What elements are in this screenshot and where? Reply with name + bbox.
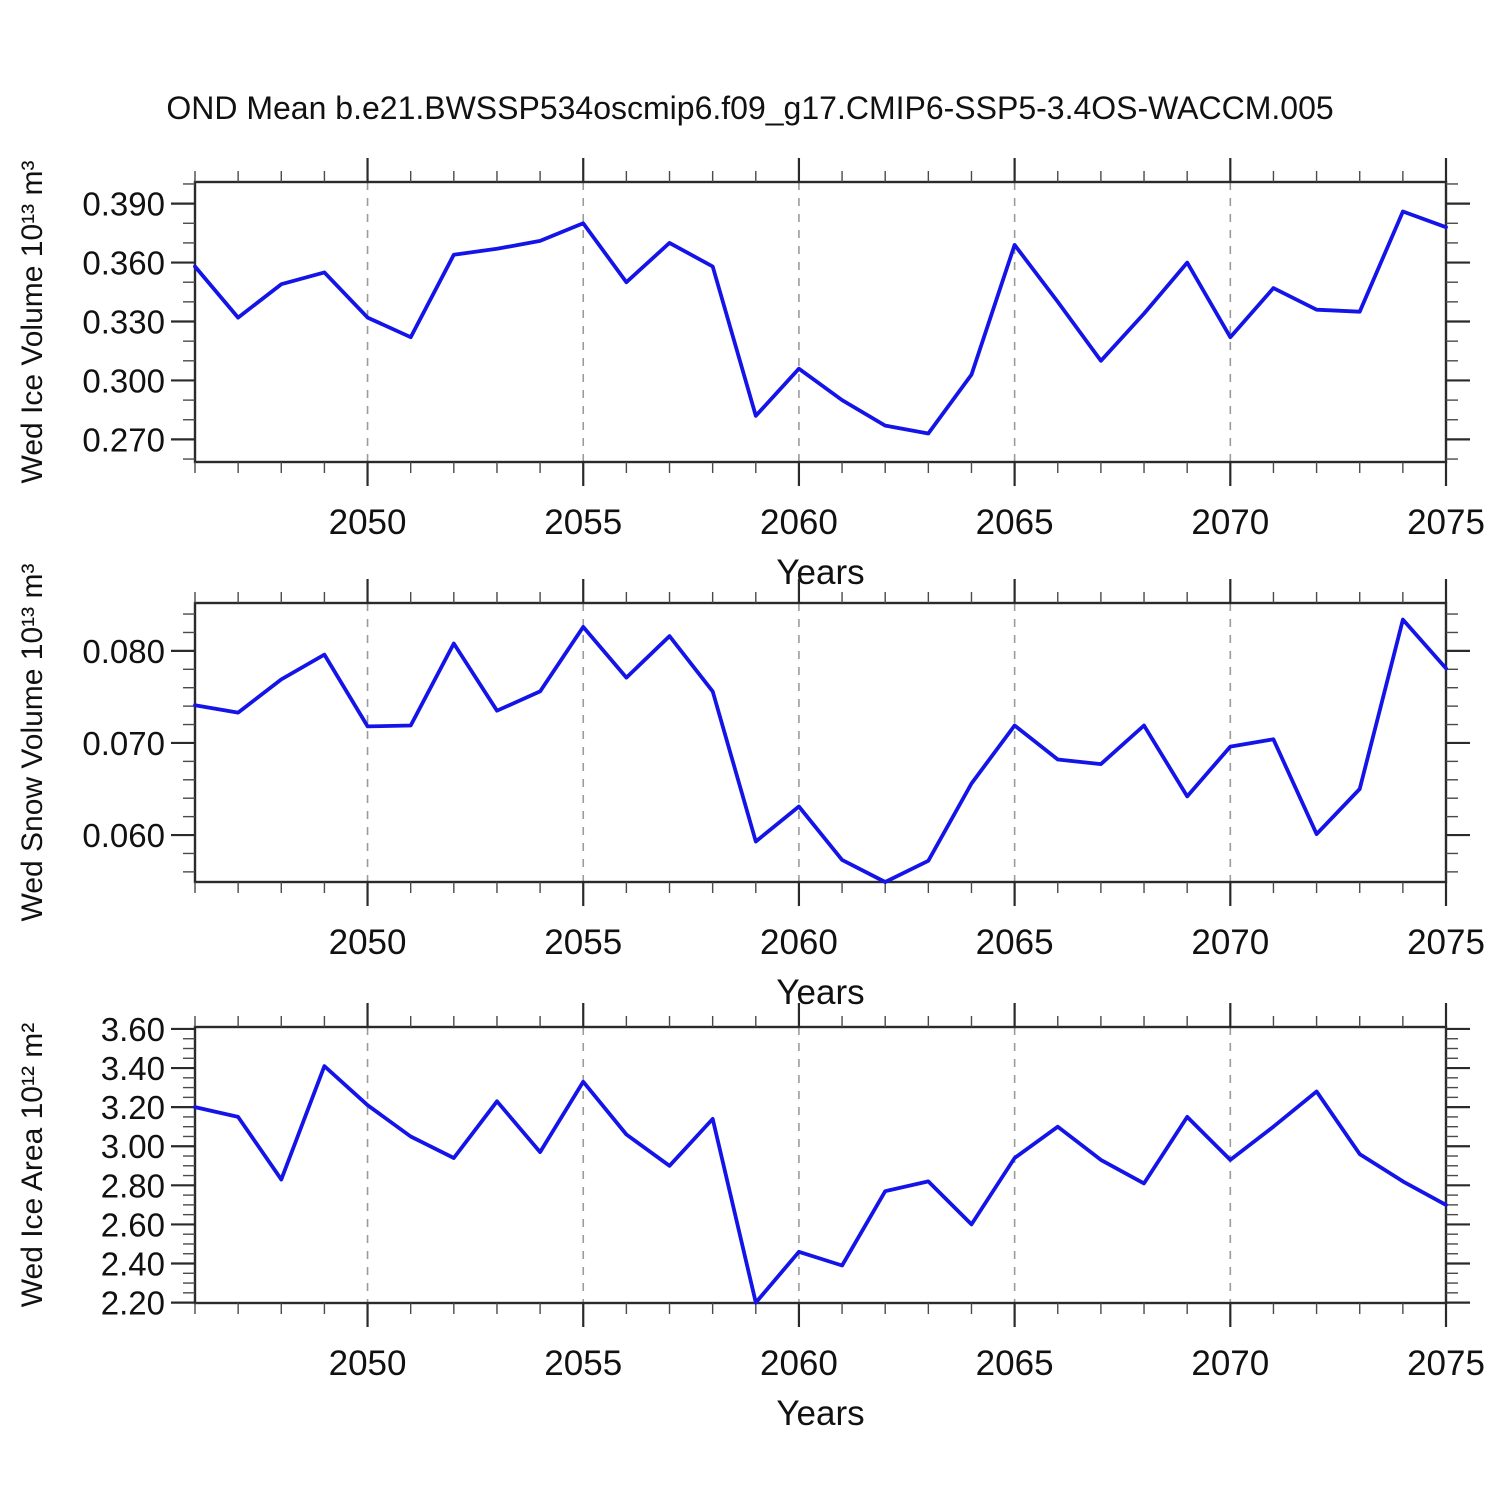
- x-tick-label: 2075: [1407, 1344, 1485, 1383]
- y-tick-label: 0.270: [82, 421, 165, 458]
- x-axis-title: Years: [776, 973, 864, 1012]
- y-tick-label: 0.330: [82, 304, 165, 341]
- wed-snow-volume-chart: 2050 2055 2060 2065 2070 2075 0.060 0.070 0.080 Y…: [16, 564, 1485, 1012]
- x-tick-label: 2055: [544, 923, 622, 962]
- y-tick-label: 2.20: [101, 1285, 165, 1322]
- x-tick-label: 2060: [760, 1344, 838, 1383]
- y-tick-label: 0.360: [82, 245, 165, 282]
- wed-ice-area-chart: 2050 2055 2060 2065 2070 2075 2.202.402.602.80…: [16, 1003, 1485, 1433]
- y-tick-label: 2.60: [101, 1206, 165, 1243]
- y-tick-label: 0.080: [82, 633, 165, 670]
- plot-border: [193, 180, 1448, 464]
- x-tick-label: 2075: [1407, 503, 1485, 542]
- x-tick-label: 2050: [329, 1344, 407, 1383]
- y-tick-label: 2.80: [101, 1167, 165, 1204]
- x-axis-title: Years: [776, 1394, 864, 1433]
- y-tick-label: 0.390: [82, 186, 165, 223]
- figure-title: OND Mean b.e21.BWSSP534oscmip6.f09_g17.C…: [166, 90, 1334, 126]
- x-tick-label: 2065: [976, 1344, 1054, 1383]
- x-tick-label: 2055: [544, 1344, 622, 1383]
- x-tick-label: 2065: [976, 923, 1054, 962]
- y-tick-label: 3.20: [101, 1089, 165, 1126]
- wed-ice-volume-chart: 2050 2055 2060 2065 2070 2075 0.270 0.300 0.330 0…: [16, 158, 1485, 592]
- y-tick-label: 3.60: [101, 1011, 165, 1048]
- y-tick-label: 3.00: [101, 1128, 165, 1165]
- x-tick-label: 2065: [976, 503, 1054, 542]
- x-tick-label: 2070: [1191, 503, 1269, 542]
- wed-ice-area-line: [193, 1064, 1448, 1305]
- x-tick-label: 2060: [760, 503, 838, 542]
- wed-ice-volume-line: [193, 209, 1448, 436]
- x-axis-title: Years: [776, 553, 864, 592]
- wed-snow-volume-line: [193, 617, 1448, 884]
- x-tick-label: 2060: [760, 923, 838, 962]
- x-tick-label: 2070: [1191, 923, 1269, 962]
- plot-border: [193, 1025, 1448, 1305]
- y-tick-label: 0.070: [82, 725, 165, 762]
- y-tick-label: 2.40: [101, 1246, 165, 1283]
- y-axis-title: Wed Snow Volume 10¹³ m³: [16, 564, 49, 922]
- y-axis-title: Wed Ice Volume 10¹³ m³: [16, 161, 49, 484]
- x-tick-label: 2050: [329, 923, 407, 962]
- x-tick-label: 2070: [1191, 1344, 1269, 1383]
- x-tick-label: 2075: [1407, 923, 1485, 962]
- y-tick-label: 0.300: [82, 362, 165, 399]
- y-axis-title: Wed Ice Area 10¹² m²: [16, 1023, 49, 1308]
- x-tick-label: 2055: [544, 503, 622, 542]
- x-tick-label: 2050: [329, 503, 407, 542]
- y-tick-label: 0.060: [82, 817, 165, 854]
- y-tick-label: 3.40: [101, 1050, 165, 1087]
